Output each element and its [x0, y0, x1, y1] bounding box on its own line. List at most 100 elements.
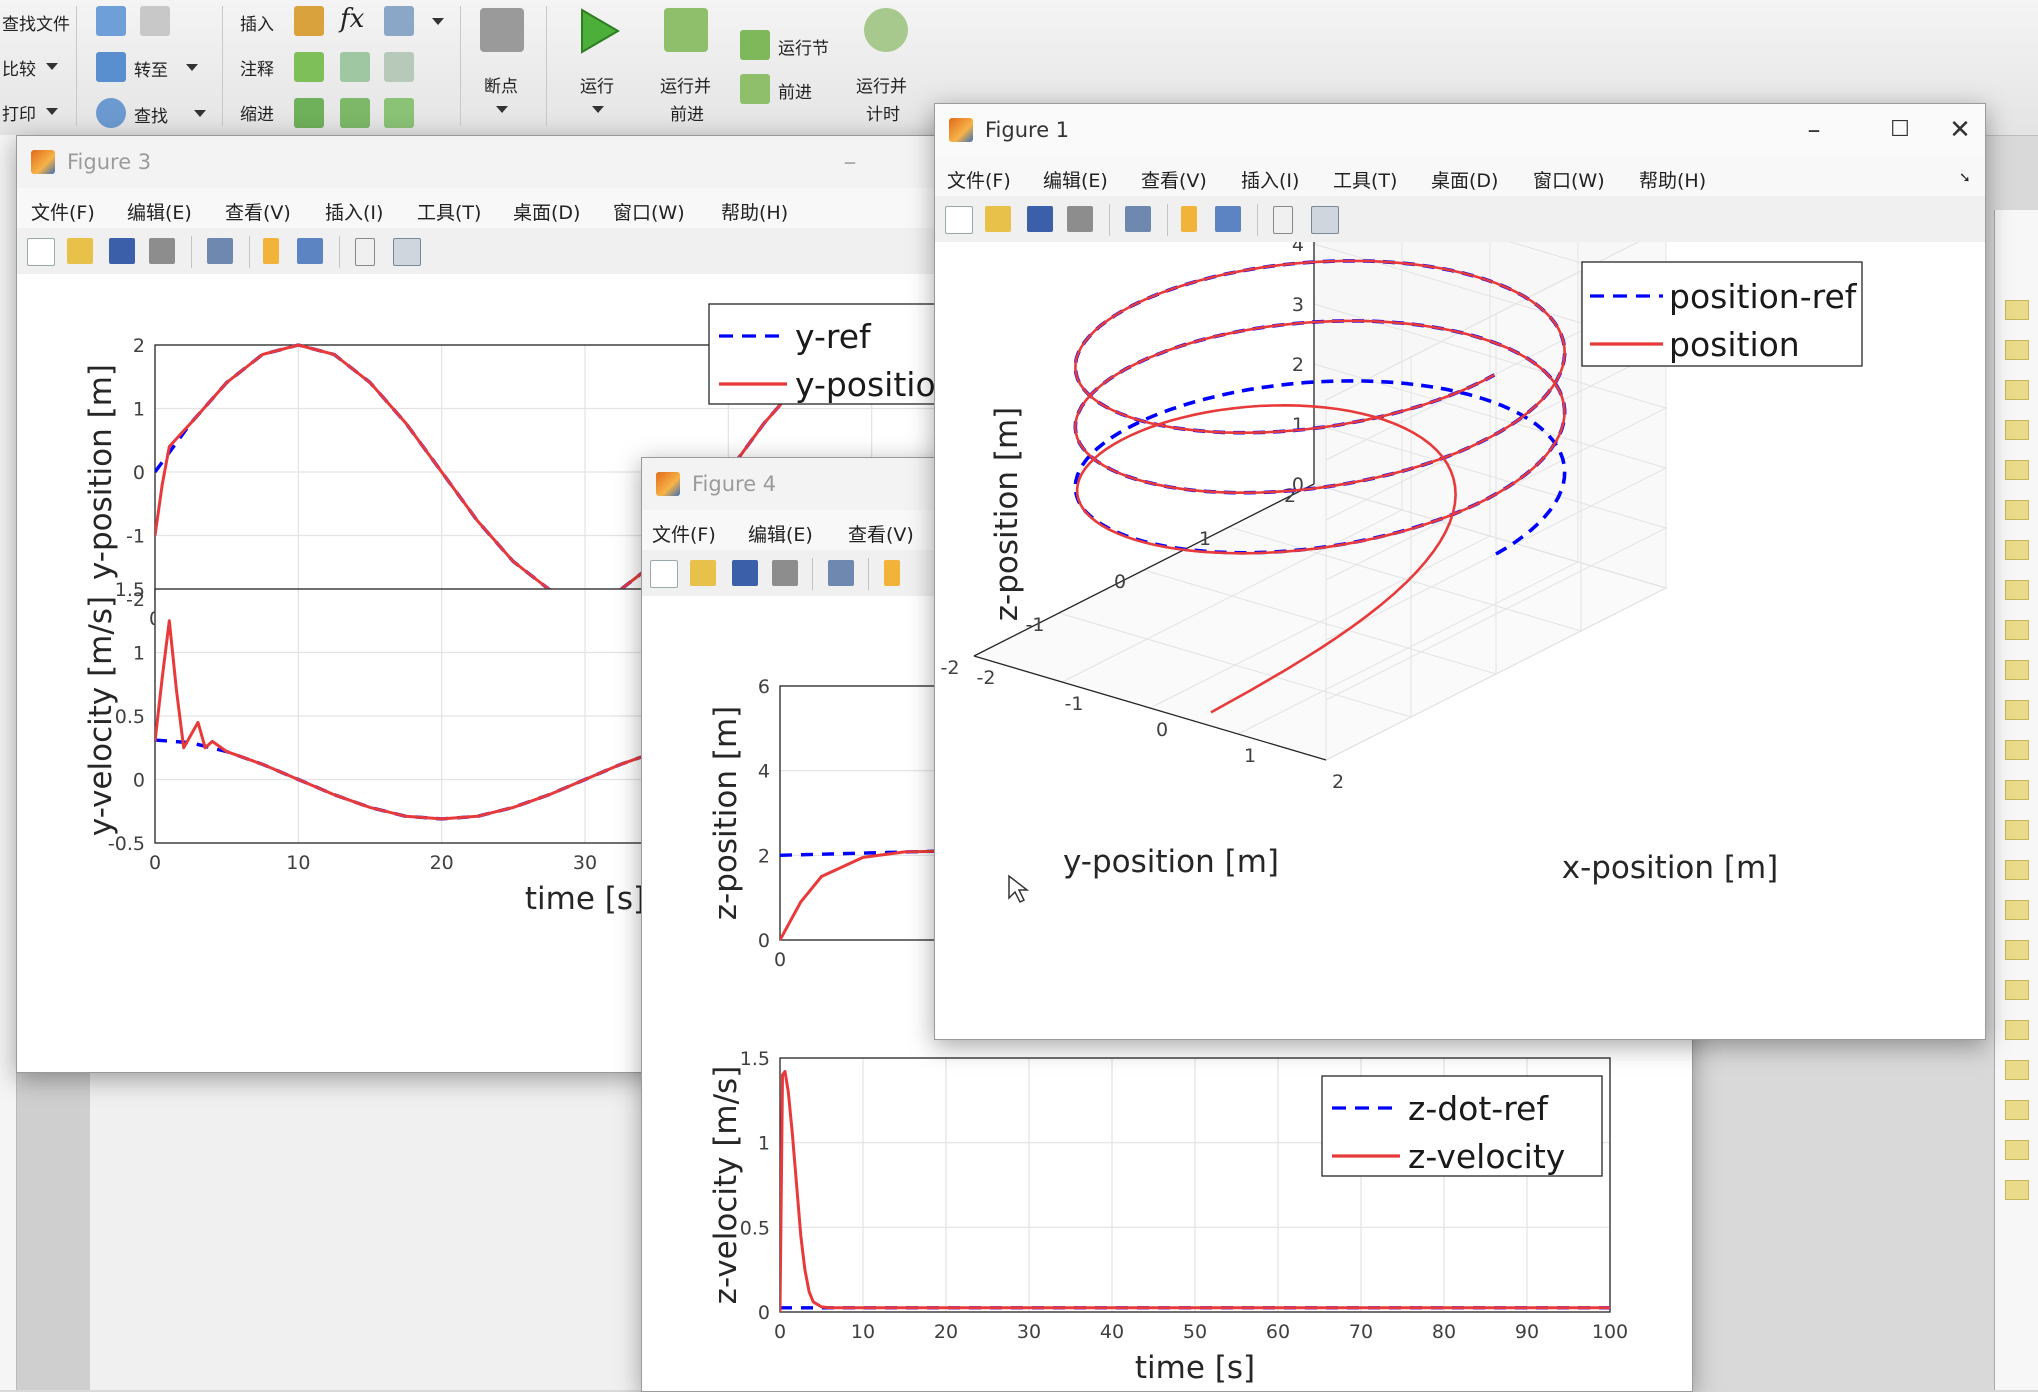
menu-insert[interactable]: 插入(I) [1241, 170, 1300, 192]
workspace-variable-icon[interactable] [2005, 660, 2029, 680]
menu-view[interactable]: 查看(V) [225, 202, 291, 224]
run-button[interactable]: 运行 [580, 77, 614, 97]
run-and-time-icon[interactable] [864, 8, 908, 52]
run-section-icon[interactable] [740, 30, 770, 60]
print-icon[interactable] [772, 560, 798, 586]
workspace-variable-icon[interactable] [2005, 420, 2029, 440]
goto-icon[interactable] [96, 52, 126, 82]
find-dropdown-icon[interactable] [194, 110, 206, 117]
insert-section-icon[interactable] [294, 6, 324, 36]
run-and-advance-icon[interactable] [664, 8, 708, 52]
menubar-overflow-icon[interactable]: ➘ [1959, 170, 1971, 186]
fx-icon[interactable]: fx [340, 4, 365, 34]
indent-button[interactable]: 缩进 [240, 105, 274, 125]
insert-button[interactable]: 插入 [240, 15, 274, 35]
wrap-comments-icon[interactable] [340, 52, 370, 82]
save-icon[interactable] [1027, 206, 1053, 232]
workspace-variable-icon[interactable] [2005, 1140, 2029, 1160]
workspace-variable-icon[interactable] [2005, 940, 2029, 960]
decrease-indent-icon[interactable] [384, 98, 414, 128]
comment-button[interactable]: 注释 [240, 60, 274, 80]
run-and-advance-label-2[interactable]: 前进 [670, 105, 704, 125]
compare-button[interactable]: 比较 [2, 60, 36, 80]
print-icon[interactable] [149, 238, 175, 264]
menu-edit[interactable]: 编辑(E) [127, 202, 192, 224]
run-section-button[interactable]: 运行节 [778, 39, 829, 59]
breakpoints-dropdown-icon[interactable] [496, 106, 508, 113]
goto-button[interactable]: 转至 [134, 61, 168, 81]
workspace-variable-icon[interactable] [2005, 620, 2029, 640]
new-figure-icon[interactable] [27, 238, 55, 266]
menu-edit[interactable]: 编辑(E) [1043, 170, 1108, 192]
run-and-time-label-2[interactable]: 计时 [866, 105, 900, 125]
forward-arrow-icon[interactable] [140, 6, 170, 36]
link-plot-icon[interactable] [207, 238, 233, 264]
menu-edit[interactable]: 编辑(E) [748, 524, 813, 546]
workspace-variable-icon[interactable] [2005, 980, 2029, 1000]
open-folder-icon[interactable] [67, 238, 93, 264]
menu-file[interactable]: 文件(F) [947, 170, 1011, 192]
workspace-variable-icon[interactable] [2005, 1060, 2029, 1080]
workspace-variable-icon[interactable] [2005, 1180, 2029, 1200]
pointer-icon[interactable] [1273, 206, 1293, 234]
open-folder-icon[interactable] [690, 560, 716, 586]
workspace-variable-icon[interactable] [2005, 380, 2029, 400]
new-figure-icon[interactable] [945, 206, 973, 234]
breakpoints-button[interactable]: 断点 [484, 77, 518, 97]
menu-file[interactable]: 文件(F) [652, 524, 716, 546]
print-button[interactable]: 打印 [2, 105, 36, 125]
menu-view[interactable]: 查看(V) [848, 524, 914, 546]
workspace-variable-icon[interactable] [2005, 300, 2029, 320]
menu-desktop[interactable]: 桌面(D) [513, 202, 581, 224]
workspace-variable-icon[interactable] [2005, 460, 2029, 480]
compare-dropdown-icon[interactable] [46, 63, 58, 70]
colorbar-icon[interactable] [884, 560, 900, 586]
menu-desktop[interactable]: 桌面(D) [1431, 170, 1499, 192]
colorbar-icon[interactable] [1181, 206, 1197, 232]
link-plot-icon[interactable] [828, 560, 854, 586]
run-dropdown-icon[interactable] [592, 106, 604, 113]
menu-tools[interactable]: 工具(T) [1333, 170, 1398, 192]
workspace-variable-icon[interactable] [2005, 820, 2029, 840]
find-files-button[interactable]: 查找文件 [2, 15, 70, 35]
colorbar-icon[interactable] [263, 238, 279, 264]
minimize-button[interactable]: – [843, 147, 857, 177]
run-and-advance-label-1[interactable]: 运行并 [660, 77, 711, 97]
minimize-button[interactable]: – [1807, 115, 1821, 145]
workspace-variable-icon[interactable] [2005, 580, 2029, 600]
search-icon[interactable] [96, 98, 126, 128]
insert-dropdown-icon[interactable] [432, 18, 444, 25]
advance-icon[interactable] [740, 74, 770, 104]
menu-window[interactable]: 窗口(W) [613, 202, 685, 224]
workspace-variable-icon[interactable] [2005, 860, 2029, 880]
figure-3-titlebar[interactable]: Figure 3 – [17, 136, 977, 188]
save-icon[interactable] [109, 238, 135, 264]
menu-view[interactable]: 查看(V) [1141, 170, 1207, 192]
menu-tools[interactable]: 工具(T) [417, 202, 482, 224]
menu-insert[interactable]: 插入(I) [325, 202, 384, 224]
uncomment-icon[interactable] [384, 52, 414, 82]
property-inspector-icon[interactable] [1311, 206, 1339, 234]
breakpoints-icon[interactable] [480, 8, 524, 52]
close-button[interactable]: ✕ [1949, 115, 1971, 145]
open-folder-icon[interactable] [985, 206, 1011, 232]
figure-1-titlebar[interactable]: Figure 1 – ☐ ✕ [935, 104, 1985, 156]
menu-file[interactable]: 文件(F) [31, 202, 95, 224]
smart-indent-icon[interactable] [294, 98, 324, 128]
workspace-variable-icon[interactable] [2005, 1100, 2029, 1120]
print-icon[interactable] [1067, 206, 1093, 232]
menu-help[interactable]: 帮助(H) [721, 202, 789, 224]
back-arrow-icon[interactable] [96, 6, 126, 36]
maximize-button[interactable]: ☐ [1890, 117, 1910, 142]
workspace-variable-icon[interactable] [2005, 1020, 2029, 1040]
workspace-variable-icon[interactable] [2005, 340, 2029, 360]
menu-help[interactable]: 帮助(H) [1639, 170, 1707, 192]
goto-dropdown-icon[interactable] [186, 64, 198, 71]
menu-window[interactable]: 窗口(W) [1533, 170, 1605, 192]
link-plot-icon[interactable] [1125, 206, 1151, 232]
workspace-variable-icon[interactable] [2005, 900, 2029, 920]
insert-function-icon[interactable] [384, 6, 414, 36]
new-figure-icon[interactable] [650, 560, 678, 588]
figure-1-window[interactable]: Figure 1 – ☐ ✕ 文件(F) 编辑(E) 查看(V) 插入(I) 工… [934, 103, 1986, 1040]
comment-percent-icon[interactable] [294, 52, 324, 82]
